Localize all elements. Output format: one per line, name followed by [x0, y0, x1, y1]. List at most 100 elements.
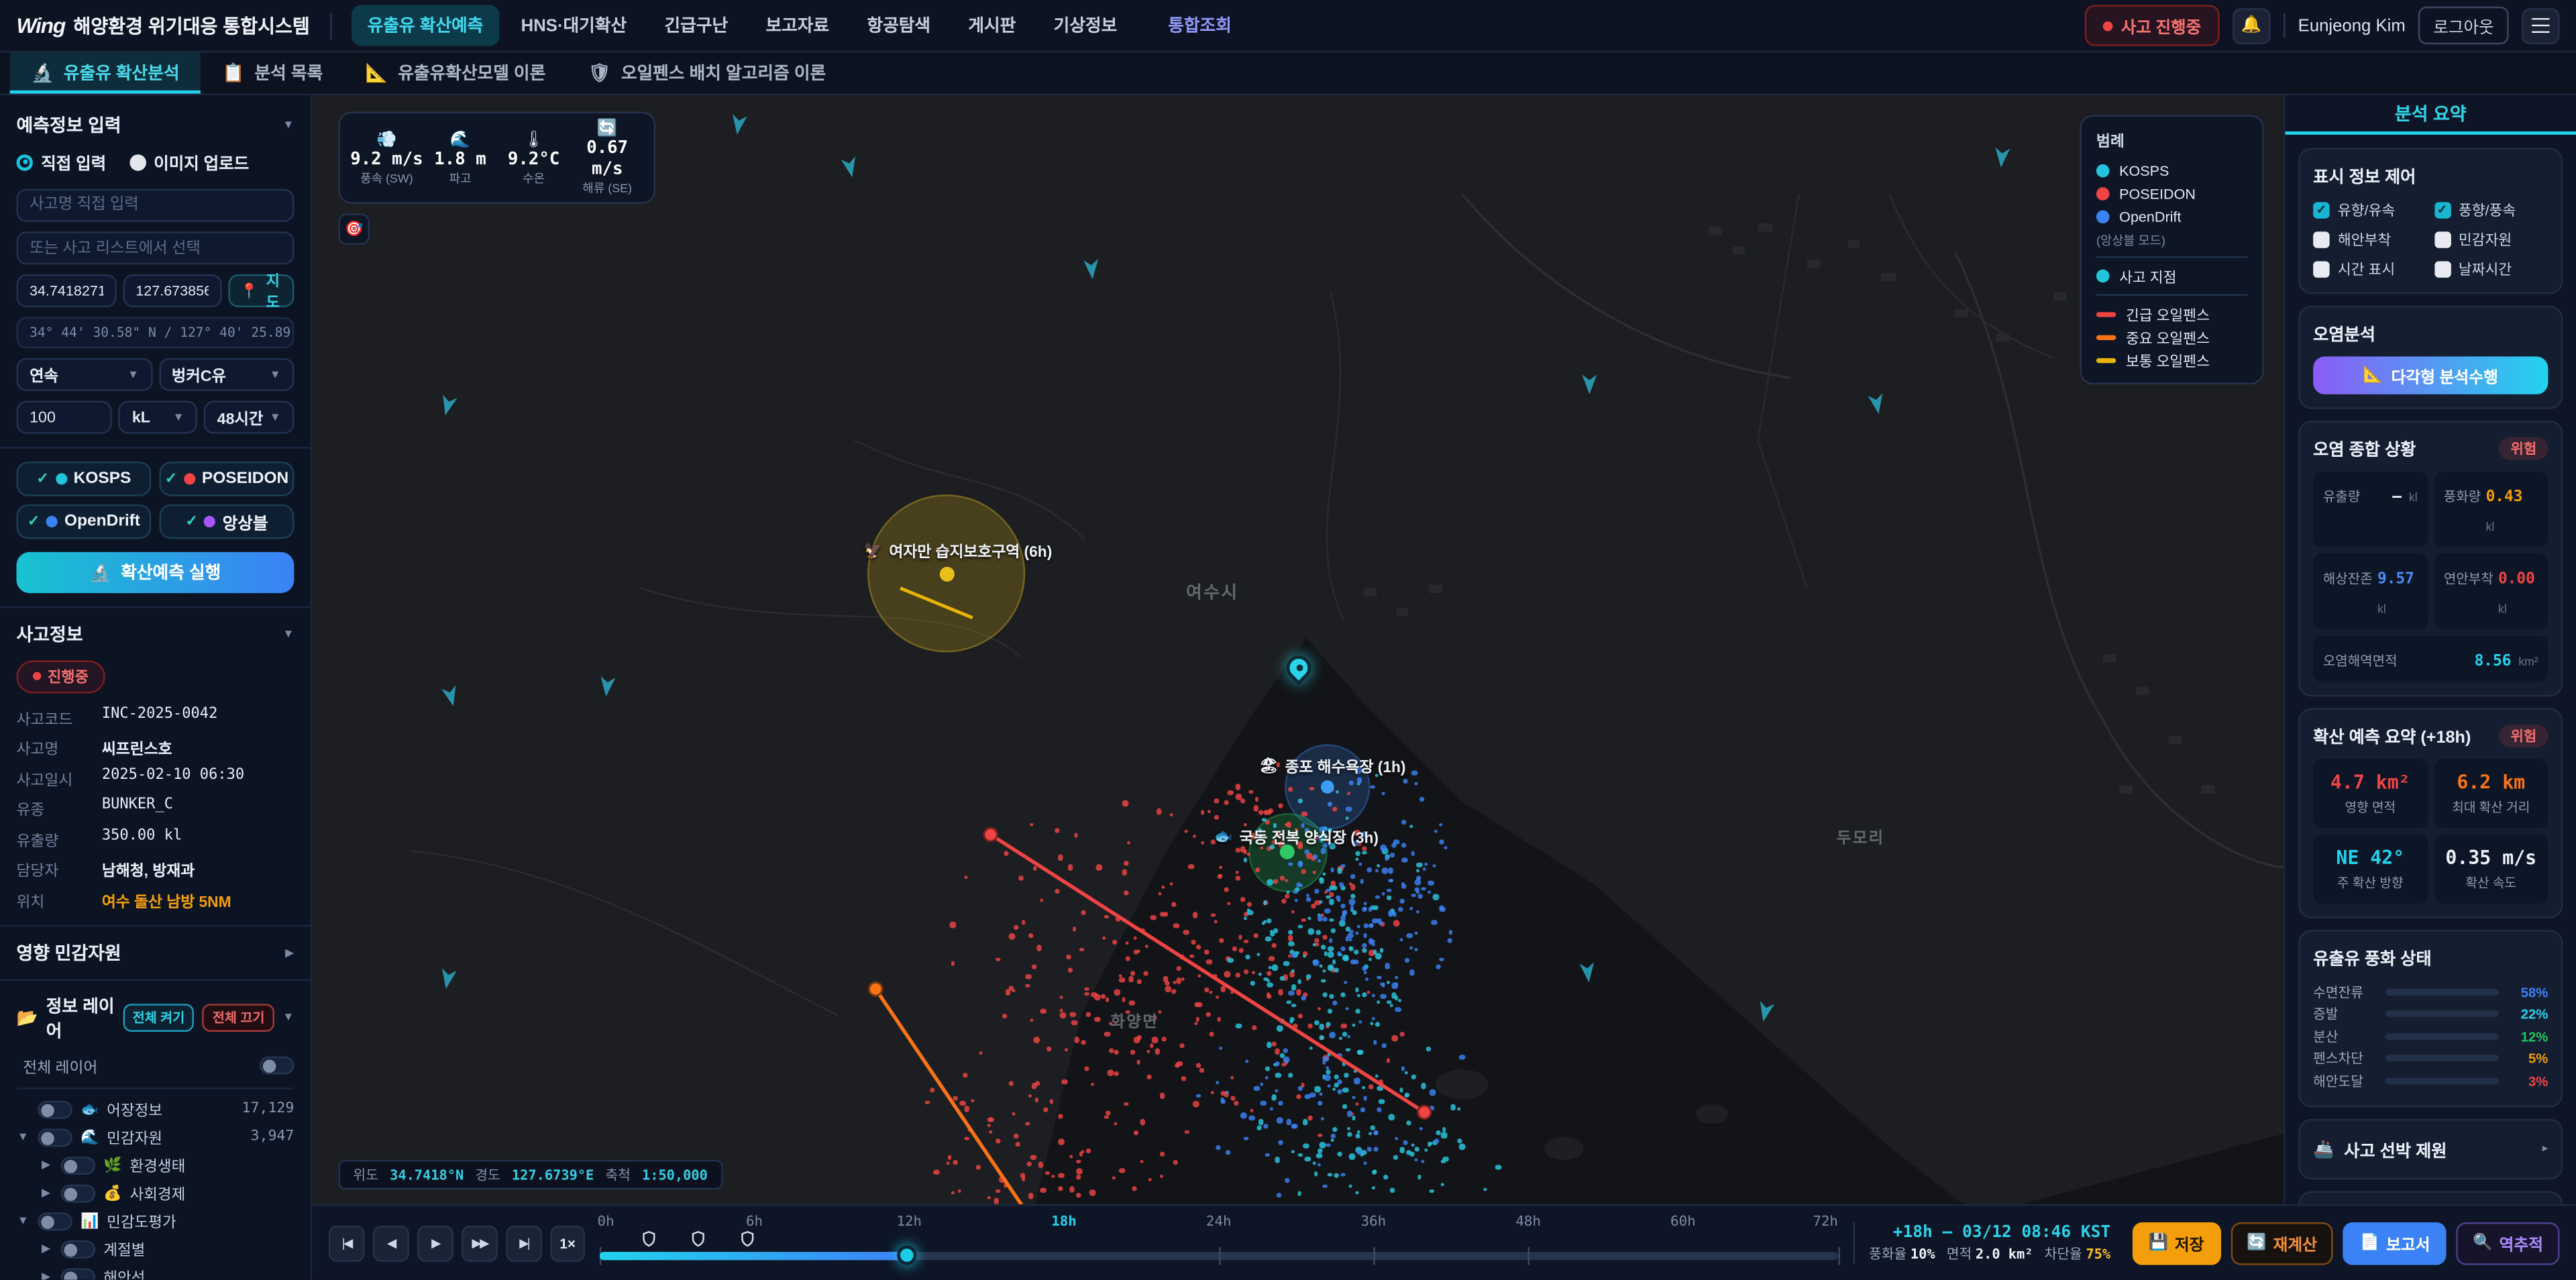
play-button[interactable]: ▶: [417, 1224, 453, 1261]
nav-aerial-search[interactable]: 항공탐색: [867, 16, 931, 36]
legend-item-opendrift: OpenDrift: [2096, 205, 2247, 228]
spill-particle: [1273, 823, 1278, 829]
spill-type-select[interactable]: 연속 ▼: [16, 358, 152, 391]
nav-board[interactable]: 게시판: [968, 16, 1016, 36]
caret-icon[interactable]: ▼: [17, 1215, 29, 1227]
layer-toggle[interactable]: [60, 1267, 96, 1280]
backtrack-button[interactable]: 🔍 역추적: [2456, 1221, 2560, 1265]
step-back-button[interactable]: ◀: [372, 1224, 409, 1261]
spill-particle: [1351, 960, 1356, 965]
amount-input[interactable]: [16, 401, 113, 434]
spill-particle: [1043, 1107, 1049, 1112]
playback-speed-button[interactable]: 1×: [550, 1224, 585, 1261]
spill-particle: [963, 1106, 969, 1112]
fast-forward-button[interactable]: ▶▶: [462, 1224, 498, 1261]
tab-boom-algorithm-theory[interactable]: 🛡 오일펜스 배치 알고리즘 이론: [567, 52, 847, 93]
skip-end-button[interactable]: ▶|: [506, 1224, 543, 1261]
nav-weather[interactable]: 기상정보: [1053, 16, 1118, 36]
risk-badge: 위험: [2499, 723, 2548, 747]
report-button[interactable]: 📄 보고서: [2343, 1221, 2447, 1265]
tab-model-theory[interactable]: 📐 유출유확산모델 이론: [344, 52, 567, 93]
slider-thumb[interactable]: [896, 1245, 917, 1265]
skip-start-button[interactable]: |◀: [328, 1224, 365, 1261]
menu-button[interactable]: [2522, 7, 2560, 44]
polygon-analysis-button[interactable]: 📐 다각형 분석수행: [2313, 356, 2548, 394]
all-layers-on-button[interactable]: 전체 켜기: [122, 1004, 195, 1032]
spill-particle: [1316, 930, 1321, 935]
radio-direct-input[interactable]: 직접 입력: [16, 150, 106, 174]
caret-icon[interactable]: ▼: [17, 1131, 29, 1143]
layer-toggle[interactable]: [60, 1183, 96, 1202]
all-layers-off-button[interactable]: 전체 끄기: [203, 1004, 275, 1032]
recenter-target-button[interactable]: 🎯: [338, 213, 370, 245]
latitude-input[interactable]: [16, 274, 116, 307]
incident-active-badge[interactable]: 사고 진행중: [2084, 5, 2220, 46]
spill-particle: [1269, 955, 1275, 962]
model-chip-opendrift[interactable]: ✓ OpenDrift: [16, 504, 152, 539]
duration-select[interactable]: 48시간 ▼: [204, 401, 294, 434]
checkbox-time-display[interactable]: 시간 표시: [2313, 258, 2427, 279]
layer-toggle[interactable]: [60, 1239, 96, 1258]
spill-particle: [1236, 876, 1241, 881]
incident-name-input[interactable]: [16, 188, 294, 221]
spill-particle: [1348, 780, 1355, 786]
caret-icon[interactable]: ▶: [41, 1159, 51, 1172]
spill-particle: [1420, 1159, 1425, 1163]
model-chip-poseidon[interactable]: ✓ POSEIDON: [159, 462, 294, 496]
model-chip-kosps[interactable]: ✓ KOSPS: [16, 462, 152, 496]
spill-particle: [1312, 1161, 1316, 1165]
spill-particle: [1495, 1164, 1501, 1171]
fence-marker-shield-icon[interactable]: [692, 1225, 706, 1255]
time-slider[interactable]: 0h 6h 12h 18h 24h 36h 48h 60h 72h: [598, 1205, 1840, 1279]
spill-particle: [1364, 1161, 1368, 1165]
spill-particle: [1377, 1107, 1383, 1113]
nav-rescue[interactable]: 긴급구난: [664, 16, 729, 36]
owner-insurance-card[interactable]: 🏢 선주 / 보험 ▸: [2298, 1190, 2563, 1205]
sensitive-resources-header[interactable]: 영향 민감자원 ▶: [16, 939, 294, 965]
recalculate-button[interactable]: 🔄 재계산: [2230, 1221, 2334, 1265]
map-canvas[interactable]: 여수시 화양면 두모리 🦅 여자만 습지보호구역 (6h) 🏖 종포 해수욕장 …: [312, 95, 2284, 1205]
incident-section-header[interactable]: 사고정보 ▼: [16, 621, 294, 647]
fence-marker-shield-icon[interactable]: [742, 1225, 755, 1255]
master-layer-toggle[interactable]: [259, 1056, 294, 1075]
run-prediction-button[interactable]: 🔬 확산예측 실행: [16, 551, 294, 594]
spill-particle: [1345, 1006, 1350, 1012]
checkbox-datetime[interactable]: 날짜시간: [2434, 258, 2548, 279]
logout-button[interactable]: 로그아웃: [2418, 6, 2509, 45]
checkbox-current[interactable]: ✓ 유향/유속: [2313, 199, 2427, 220]
summary-panel-header[interactable]: 분석 요약: [2285, 95, 2576, 135]
checkbox-sensitive-resource[interactable]: 민감자원: [2434, 228, 2548, 250]
unit-select[interactable]: kL ▼: [119, 401, 198, 434]
caret-icon[interactable]: ▶: [41, 1187, 51, 1199]
checkbox-wind[interactable]: ✓ 풍향/풍속: [2434, 199, 2548, 220]
oil-type-select[interactable]: 벙커C유 ▼: [158, 358, 294, 391]
layer-toggle[interactable]: [38, 1128, 72, 1146]
ship-specs-card[interactable]: 🚢 사고 선박 제원 ▸: [2298, 1118, 2563, 1179]
nav-reports[interactable]: 보고자료: [765, 16, 830, 36]
nav-oil-spill-forecast[interactable]: 유출유 확산예측: [351, 5, 500, 46]
chevron-down-icon: ▼: [127, 368, 139, 380]
save-button[interactable]: 💾 저장: [2131, 1221, 2220, 1265]
layer-toggle[interactable]: [60, 1155, 96, 1174]
predict-section-header[interactable]: 예측정보 입력 ▼: [16, 112, 294, 138]
tab-spill-analysis[interactable]: 🔬 유출유 확산분석: [9, 52, 201, 94]
tab-analysis-list[interactable]: 📋 분석 목록: [201, 52, 344, 93]
checkbox-shore-attach[interactable]: 해안부착: [2313, 228, 2427, 250]
pick-on-map-button[interactable]: 📍 지도: [228, 273, 294, 311]
fence-marker-shield-icon[interactable]: [643, 1225, 656, 1255]
incident-list-input[interactable]: [16, 231, 294, 265]
spill-particle: [1078, 1151, 1083, 1156]
nav-integrated-search[interactable]: 통합조회: [1168, 16, 1232, 36]
nav-hns[interactable]: HNS·대기확산: [521, 16, 627, 36]
caret-icon[interactable]: ▶: [41, 1243, 51, 1256]
notifications-button[interactable]: 🔔: [2232, 7, 2271, 44]
model-chip-ensemble[interactable]: ✓ 앙상블: [159, 504, 294, 539]
spill-particle: [1380, 993, 1387, 1000]
radio-image-upload[interactable]: 이미지 업로드: [129, 150, 249, 174]
layer-toggle[interactable]: [38, 1212, 72, 1230]
spill-particle: [1302, 1118, 1308, 1125]
layer-toggle[interactable]: [38, 1100, 72, 1118]
longitude-input[interactable]: [122, 274, 222, 307]
spill-particle: [1326, 1021, 1332, 1026]
caret-icon[interactable]: ▶: [41, 1271, 51, 1280]
